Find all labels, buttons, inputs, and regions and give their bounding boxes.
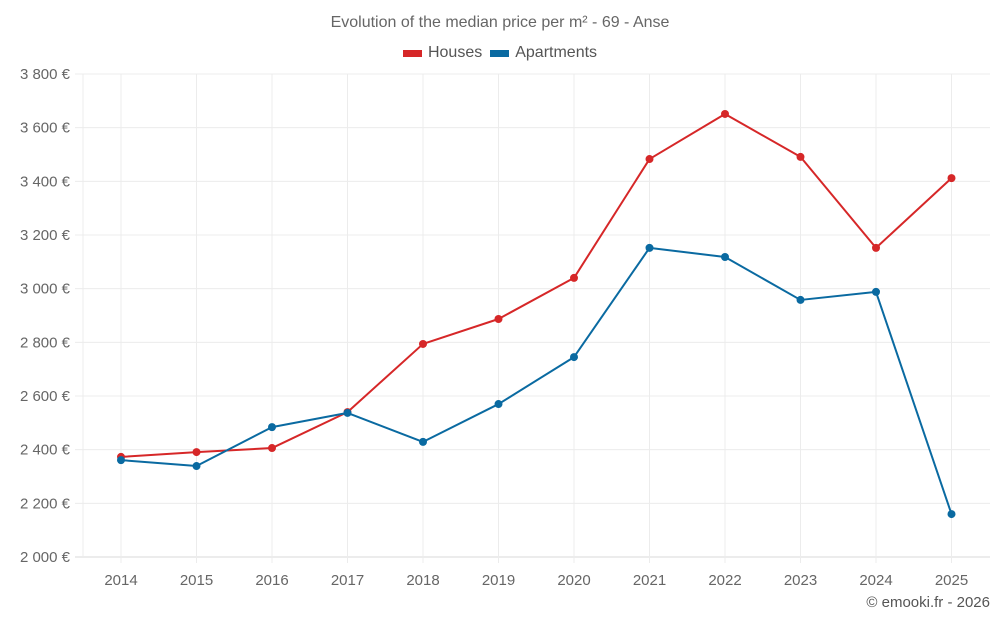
- data-point-apartments[interactable]: [796, 295, 805, 304]
- data-point-apartments[interactable]: [268, 423, 276, 432]
- data-point-apartments[interactable]: [343, 408, 352, 417]
- data-point-houses[interactable]: [645, 155, 654, 164]
- x-tick-label: 2021: [633, 572, 666, 589]
- credit-text: © emooki.fr - 2026: [866, 594, 990, 611]
- y-tick-label: 2 600 €: [20, 388, 71, 405]
- legend-swatch-apartments: [490, 49, 510, 57]
- x-tick-label: 2025: [935, 572, 968, 589]
- data-point-apartments[interactable]: [721, 253, 729, 262]
- data-point-apartments[interactable]: [419, 437, 427, 446]
- data-point-houses[interactable]: [721, 109, 729, 118]
- y-tick-label: 3 800 €: [20, 66, 71, 83]
- data-point-apartments[interactable]: [872, 287, 880, 296]
- x-tick-label: 2017: [331, 572, 364, 589]
- data-point-houses[interactable]: [494, 314, 503, 323]
- data-point-apartments[interactable]: [192, 462, 201, 471]
- y-tick-label: 2 000 €: [20, 549, 71, 566]
- x-tick-label: 2018: [406, 572, 439, 589]
- x-tick-label: 2024: [859, 572, 892, 589]
- data-point-apartments[interactable]: [117, 456, 125, 465]
- legend-item-apartments[interactable]: Apartments: [490, 44, 597, 62]
- data-point-houses[interactable]: [947, 174, 956, 183]
- data-point-houses[interactable]: [796, 152, 805, 161]
- x-tick-label: 2014: [104, 572, 137, 589]
- data-point-apartments[interactable]: [570, 353, 578, 362]
- y-tick-label: 3 000 €: [20, 281, 71, 298]
- x-tick-label: 2016: [255, 572, 288, 589]
- y-tick-label: 2 800 €: [20, 334, 71, 351]
- data-point-apartments[interactable]: [947, 510, 956, 519]
- x-tick-label: 2022: [708, 572, 741, 589]
- series-line-houses: [120, 112, 953, 458]
- x-tick-label: 2023: [784, 572, 817, 589]
- data-point-apartments[interactable]: [494, 400, 503, 409]
- data-point-houses[interactable]: [419, 339, 427, 348]
- legend-swatch-houses: [402, 49, 422, 57]
- y-tick-label: 3 200 €: [20, 227, 71, 244]
- x-tick-label: 2015: [180, 572, 213, 589]
- legend-label-houses: Houses: [427, 44, 483, 61]
- series: [117, 109, 956, 519]
- legend-item-houses[interactable]: Houses: [402, 44, 483, 62]
- legend-label-apartments: Apartments: [515, 44, 598, 61]
- data-point-houses[interactable]: [192, 448, 201, 457]
- x-tick-label: 2020: [557, 572, 590, 589]
- data-point-houses[interactable]: [872, 243, 880, 252]
- y-tick-label: 3 400 €: [20, 173, 71, 190]
- y-tick-label: 2 200 €: [20, 495, 71, 512]
- y-tick-label: 2 400 €: [20, 442, 71, 459]
- series-line-apartments: [120, 246, 953, 515]
- x-tick-label: 2019: [482, 572, 515, 589]
- data-point-apartments[interactable]: [645, 243, 654, 252]
- axes: 2 000 € 2 200 € 2 400 € 2 600 € 2 800 € 3 000…: [20, 66, 968, 589]
- data-point-houses[interactable]: [570, 273, 578, 282]
- data-point-houses[interactable]: [268, 444, 276, 453]
- y-tick-label: 3 600 €: [20, 120, 71, 137]
- grid: [75, 73, 990, 563]
- legend: Houses Apartments: [0, 44, 1000, 62]
- chart-title: Evolution of the median price per m² - 6…: [330, 14, 670, 31]
